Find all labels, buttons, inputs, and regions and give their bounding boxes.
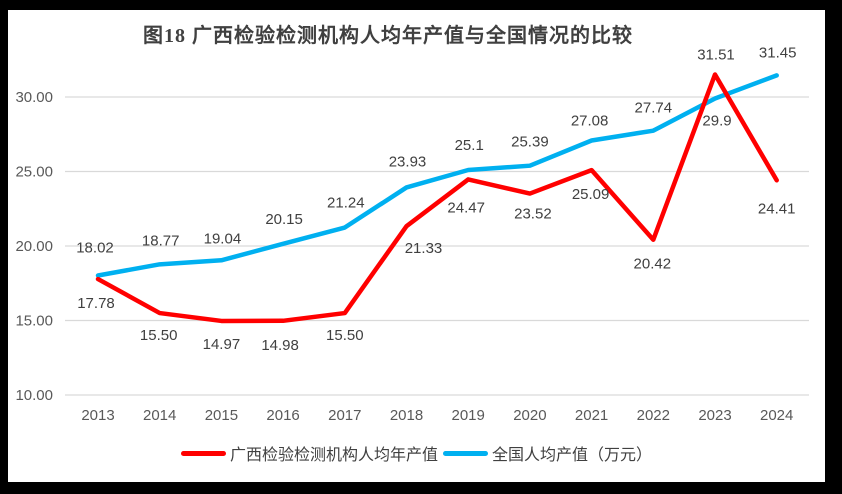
data-label-guangxi: 21.33 bbox=[405, 240, 443, 257]
data-label-guangxi: 25.09 bbox=[572, 186, 610, 203]
x-axis-label[interactable]: 2021 bbox=[575, 407, 608, 424]
data-label-guangxi: 15.50 bbox=[326, 327, 364, 344]
data-label-national: 19.04 bbox=[204, 230, 242, 247]
x-axis-label[interactable]: 2013 bbox=[81, 407, 114, 424]
data-label-national: 25.1 bbox=[455, 137, 484, 154]
data-label-guangxi: 23.52 bbox=[514, 206, 552, 223]
x-axis-label[interactable]: 2023 bbox=[698, 407, 731, 424]
x-axis-label[interactable]: 2024 bbox=[760, 407, 793, 424]
legend-item-national[interactable]: 全国人均产值（万元） bbox=[443, 441, 652, 465]
y-axis-tick-label: 25.00 bbox=[15, 164, 53, 181]
data-label-national: 27.74 bbox=[635, 100, 673, 117]
data-label-national: 27.08 bbox=[571, 113, 609, 130]
series-line-national[interactable] bbox=[95, 73, 779, 278]
data-label-national: 31.45 bbox=[759, 44, 797, 61]
data-label-guangxi: 15.50 bbox=[140, 327, 178, 344]
x-axis-label[interactable]: 2014 bbox=[143, 407, 176, 424]
legend-line-swatch-blue bbox=[443, 450, 488, 456]
x-axis-label[interactable]: 2020 bbox=[513, 407, 546, 424]
data-label-guangxi: 24.47 bbox=[447, 199, 485, 216]
x-axis-label[interactable]: 2019 bbox=[452, 407, 485, 424]
line-chart-plot-area: 10.00 15.00 20.00 25.00 30.00 2013 2014 2015 201… bbox=[15, 44, 809, 424]
data-label-guangxi: 14.98 bbox=[261, 337, 299, 354]
data-label-national: 20.15 bbox=[265, 211, 303, 228]
legend-label-guangxi: 广西检验检测机构人均年产值 bbox=[229, 447, 438, 464]
data-label-guangxi: 14.97 bbox=[203, 336, 241, 353]
x-axis-label[interactable]: 2016 bbox=[266, 407, 299, 424]
data-label-national: 18.77 bbox=[142, 232, 180, 249]
data-label-guangxi: 24.41 bbox=[758, 200, 796, 217]
y-axis-tick-label: 10.00 bbox=[15, 387, 53, 404]
chart-title: 图18 广西检验检测机构人均年产值与全国情况的比较 bbox=[143, 25, 633, 47]
x-axis-label[interactable]: 2017 bbox=[328, 407, 361, 424]
data-label-national: 25.39 bbox=[511, 134, 549, 151]
data-label-national: 18.02 bbox=[76, 240, 114, 257]
x-axis-label[interactable]: 2022 bbox=[637, 407, 670, 424]
data-label-national: 21.24 bbox=[327, 195, 365, 212]
legend-label-national: 全国人均产值（万元） bbox=[492, 447, 653, 464]
data-label-guangxi: 17.78 bbox=[77, 295, 115, 312]
legend-line-swatch-red bbox=[180, 450, 226, 456]
data-label-guangxi: 31.51 bbox=[697, 47, 735, 64]
chart-legend: 广西检验检测机构人均年产值 全国人均产值（万元） bbox=[8, 441, 825, 465]
data-label-national: 23.93 bbox=[389, 153, 427, 170]
x-axis-label[interactable]: 2018 bbox=[390, 407, 423, 424]
y-axis-tick-label: 20.00 bbox=[15, 238, 53, 255]
chart-canvas: 10.00 15.00 20.00 25.00 30.00 2013 2014 2015 201… bbox=[8, 10, 825, 482]
legend-item-guangxi[interactable]: 广西检验检测机构人均年产值 bbox=[180, 441, 438, 465]
data-label-guangxi: 20.42 bbox=[634, 256, 672, 273]
series-line-guangxi[interactable] bbox=[95, 72, 779, 324]
y-axis-tick-label: 30.00 bbox=[15, 89, 53, 106]
data-label-national: 29.9 bbox=[702, 112, 731, 129]
x-axis-label[interactable]: 2015 bbox=[205, 407, 238, 424]
y-axis-tick-label: 15.00 bbox=[15, 313, 53, 330]
